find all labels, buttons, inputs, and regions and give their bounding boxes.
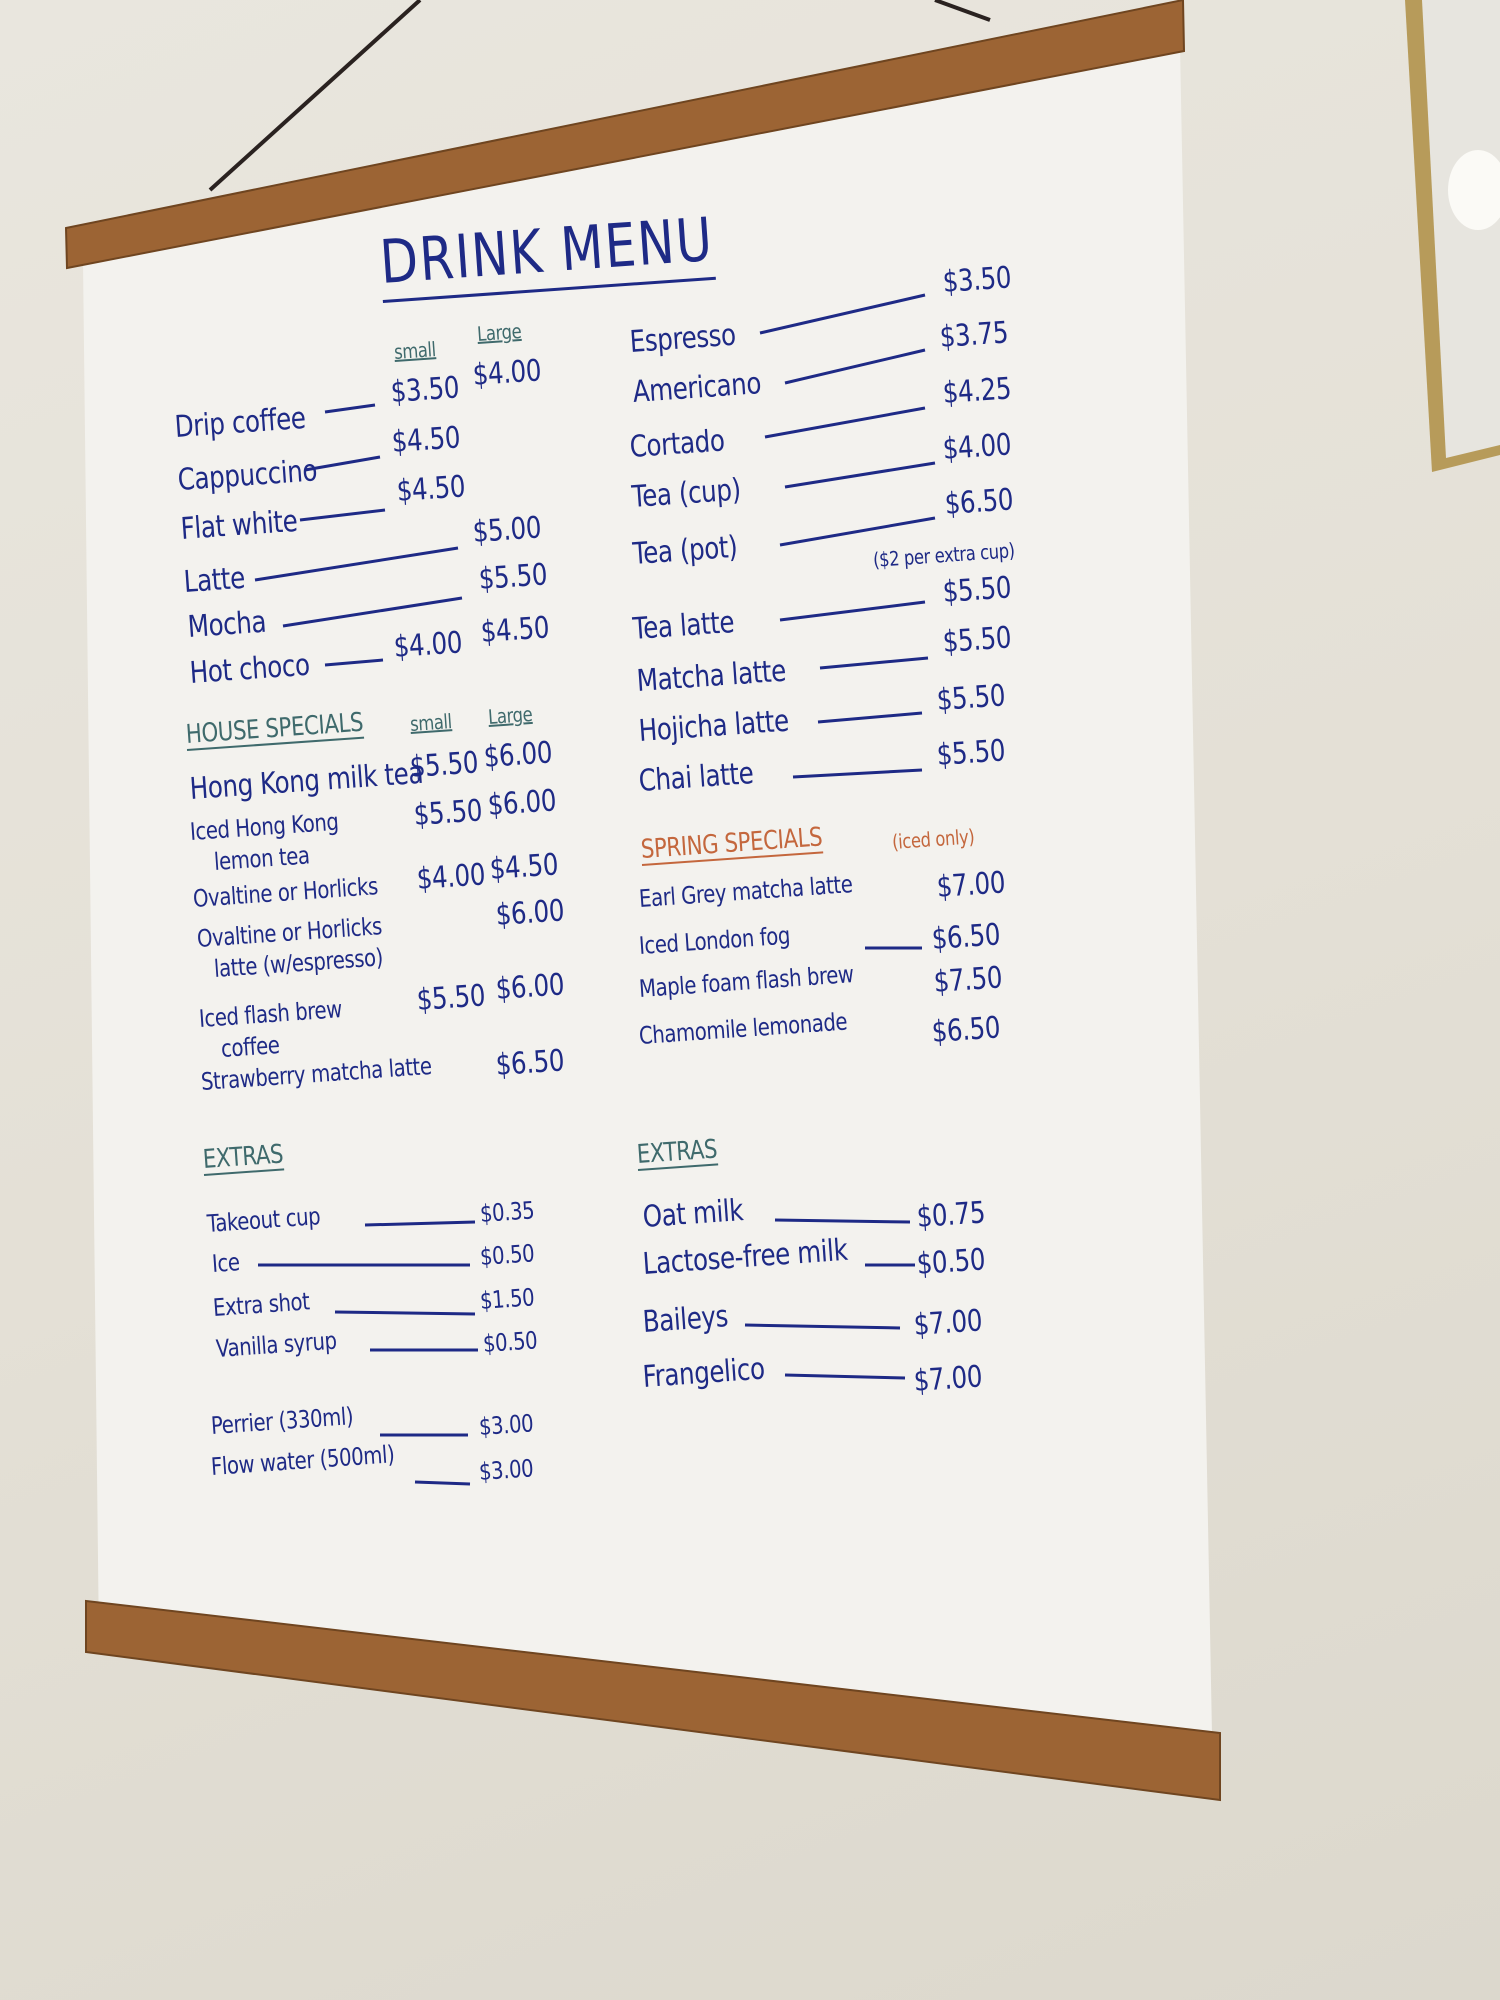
item-price: $4.00 [941, 427, 1013, 467]
item-price: $5.50 [935, 678, 1007, 718]
size-label-small: small [393, 337, 437, 364]
item-price: $0.50 [479, 1239, 536, 1271]
leader-lines [254, 293, 936, 1486]
item-price: $0.50 [915, 1242, 987, 1282]
price-large: $4.50 [479, 610, 551, 650]
item-name: Mocha [186, 604, 268, 645]
price-small: $4.50 [390, 420, 462, 460]
item-price: $7.00 [912, 1303, 984, 1343]
price-large: $6.00 [486, 783, 558, 823]
item-price: $5.50 [941, 620, 1013, 660]
item-price: $3.50 [941, 260, 1013, 300]
price-large: $4.00 [471, 353, 543, 393]
price-small: $4.00 [415, 857, 487, 897]
price-small: $5.50 [412, 793, 484, 833]
bottom-rod [85, 1599, 1221, 1802]
top-rod [64, 0, 1186, 270]
item-name: Cortado [628, 423, 726, 465]
item-name: Espresso [628, 317, 737, 360]
price-large: $6.00 [482, 735, 554, 775]
extras-heading: EXTRAS [201, 1139, 285, 1175]
item-price: $0.35 [479, 1196, 536, 1228]
item-price: $0.75 [915, 1195, 987, 1235]
size-label-large: Large [487, 701, 533, 729]
item-price: $7.50 [932, 960, 1004, 1000]
price-large: $4.50 [488, 847, 560, 887]
item-price: $6.50 [930, 1010, 1002, 1050]
item-price: $7.00 [912, 1359, 984, 1399]
price-small: $4.00 [392, 625, 464, 665]
item-price: $0.50 [482, 1326, 539, 1358]
price-small: $3.50 [389, 370, 461, 410]
item-name: Tea (pot) [631, 529, 739, 572]
price-large: $6.00 [494, 893, 566, 933]
price-small: $4.50 [395, 469, 467, 509]
picture-frame [1405, 0, 1500, 472]
price-small: $5.50 [408, 745, 480, 785]
item-price: $6.50 [930, 917, 1002, 957]
hanging-cord [208, 0, 422, 192]
item-price: $3.00 [478, 1409, 535, 1441]
item-price: $4.25 [941, 371, 1013, 411]
price-large: $5.00 [471, 510, 543, 550]
price-large: $6.50 [494, 1043, 566, 1083]
item-price: $1.50 [479, 1283, 536, 1315]
price-small: $5.50 [415, 978, 487, 1018]
item-price: $3.00 [478, 1454, 535, 1486]
size-label-large: Large [476, 318, 522, 346]
extras-heading: EXTRAS [635, 1134, 719, 1170]
item-name: Latte [182, 560, 247, 600]
item-price: $7.00 [935, 865, 1007, 905]
size-label-small: small [409, 709, 453, 736]
price-large: $6.00 [494, 967, 566, 1007]
item-name: Baileys [641, 1299, 730, 1340]
hanging-cord [934, 0, 991, 22]
item-price: $6.50 [943, 482, 1015, 522]
item-name: Tea latte [631, 605, 736, 647]
item-price: $5.50 [941, 570, 1013, 610]
item-name-line2: coffee [220, 1030, 281, 1063]
item-price: $5.50 [935, 733, 1007, 773]
item-name: Oat milk [641, 1193, 745, 1235]
item-price: $3.75 [938, 315, 1010, 355]
price-large: $5.50 [477, 557, 549, 597]
item-name: Ice [211, 1248, 241, 1278]
